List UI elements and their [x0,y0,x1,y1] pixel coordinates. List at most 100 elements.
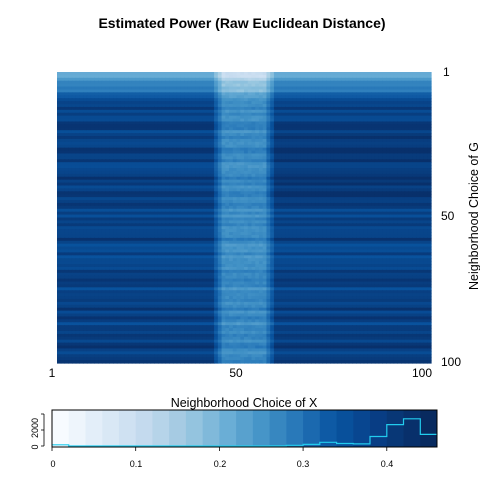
heatmap-cell [330,127,335,131]
heatmap-cell [79,138,84,143]
heatmap-cell [322,106,327,111]
heatmap-cell [180,153,185,157]
heatmap-cell [322,176,327,181]
heatmap-cell [371,127,376,131]
heatmap-cell [348,112,354,117]
heatmap-cell [172,104,178,108]
heatmap-cell [146,173,152,178]
heatmap-cell [307,153,312,157]
heatmap-cell [356,130,361,134]
heatmap-cell [90,144,95,149]
heatmap-cell [109,95,114,99]
heatmap-cell [116,127,122,131]
heatmap-cell [251,109,256,114]
heatmap-cell [150,150,155,155]
heatmap-cell [247,72,253,76]
heatmap-cell [101,98,107,102]
heatmap-cell [374,162,380,166]
heatmap-cell [86,95,92,99]
heatmap-cell [382,211,387,216]
heatmap-cell [348,182,354,187]
heatmap-cell [318,104,324,108]
heatmap-cell [83,74,88,79]
heatmap-cell [273,98,279,102]
heatmap-cell [244,176,249,181]
heatmap-cell [344,153,350,157]
heatmap-cell [139,133,144,137]
heatmap-cell [154,95,159,99]
heatmap-cell [90,95,95,99]
heatmap-cell [60,106,66,111]
heatmap-cell [98,138,103,143]
heatmap-cell [330,147,335,152]
heatmap-cell [199,136,204,140]
heatmap-cell [210,118,215,123]
heatmap-cell [154,165,159,169]
heatmap-cell [378,205,383,210]
heatmap-cell [427,109,432,114]
heatmap-cell [326,200,331,204]
heatmap-cell [236,127,241,131]
heatmap-cell [322,159,327,163]
heatmap-cell [94,115,99,120]
heatmap-cell [288,200,294,204]
heatmap-cell [255,109,260,114]
heatmap-cell [427,141,432,146]
heatmap-cell [255,138,260,143]
heatmap-cell [232,136,238,140]
heatmap-cell [225,170,230,175]
heatmap-cell [83,168,88,172]
heatmap-cell [322,74,327,79]
heatmap-cell [165,112,170,117]
heatmap-cell [303,141,309,146]
heatmap-cell [139,182,144,187]
heatmap-cell [401,173,406,178]
heatmap-cell [427,156,432,160]
heatmap-cell [113,141,118,146]
heatmap-cell [371,138,376,143]
heatmap-cell [333,89,339,93]
heatmap-cell [408,109,413,114]
heatmap-cell [371,197,376,201]
heatmap-cell [184,95,189,99]
heatmap-cell [341,205,346,210]
heatmap-cell [229,150,234,155]
heatmap-cell [374,80,380,85]
heatmap-cell [128,74,133,79]
heatmap-cell [229,197,234,201]
heatmap-cell [90,130,95,134]
heatmap-cell [210,86,215,91]
heatmap-cell [255,191,260,195]
heatmap-cell [273,101,279,105]
heatmap-cell [169,109,174,114]
heatmap-cell [202,211,208,216]
heatmap-cell [202,118,208,123]
heatmap-cell [244,191,249,195]
heatmap-cell [191,130,196,134]
heatmap-cell [225,202,230,207]
heatmap-cell [191,133,196,137]
heatmap-cell [94,127,99,131]
heatmap-cell [330,83,335,88]
heatmap-cell [60,202,66,207]
heatmap-cell [356,214,361,219]
heatmap-cell [105,214,110,219]
heatmap-cell [397,191,402,195]
heatmap-cell [143,86,148,91]
heatmap-cell [169,115,174,120]
heatmap-cell [292,162,297,166]
heatmap-cell [341,106,346,111]
heatmap-cell [386,124,391,128]
heatmap-cell [214,191,219,195]
heatmap-cell [341,77,346,82]
heatmap-cell [71,147,77,152]
heatmap-cell [322,118,327,123]
heatmap-cell [210,101,215,105]
heatmap-cell [157,168,163,172]
heatmap-cell [281,89,286,93]
heatmap-cell [199,101,204,105]
heatmap-cell [315,202,320,207]
heatmap-cell [344,188,350,192]
heatmap-cell [86,141,92,146]
heatmap-cell [412,205,417,210]
